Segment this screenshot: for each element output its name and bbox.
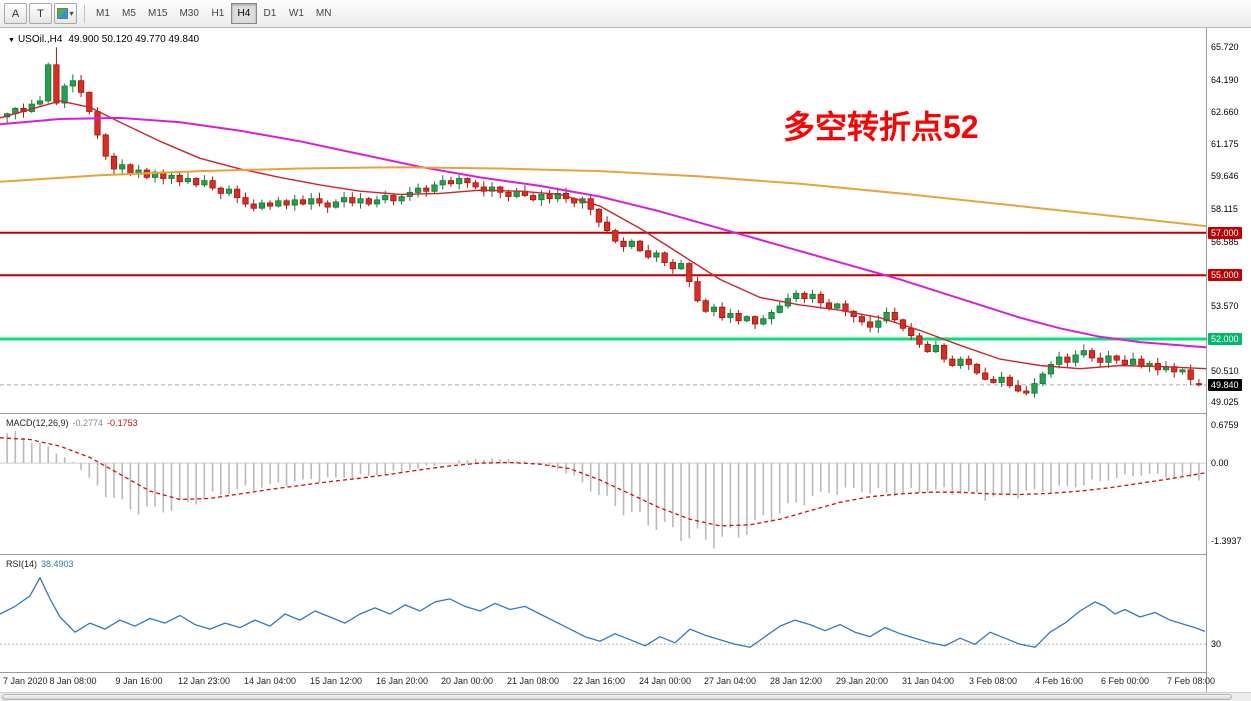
time-axis-label: 14 Jan 04:00	[243, 676, 297, 686]
palette-icon	[57, 8, 69, 19]
time-axis-label: 16 Jan 20:00	[375, 676, 429, 686]
timeframe-d1-button[interactable]: D1	[257, 3, 283, 24]
price-axis[interactable]: 65.720 64.190 62.660 61.175 59.646 58.115 56.5…	[1207, 28, 1251, 692]
time-axis-label: 7 Jan 2020	[3, 676, 48, 686]
timeframe-m1-button[interactable]: M1	[90, 3, 116, 24]
horizontal-scrollbar[interactable]	[0, 692, 1251, 701]
price-axis-label: 53.570	[1211, 301, 1239, 311]
time-axis-label: 3 Feb 08:00	[968, 676, 1018, 686]
rsi-indicator-label: RSI(14) 38.4903	[6, 559, 74, 569]
time-axis[interactable]: 7 Jan 2020 8 Jan 08:00 9 Jan 16:00 12 Jan 2…	[0, 673, 1251, 691]
time-axis-label: 9 Jan 16:00	[115, 676, 163, 686]
time-axis-label: 24 Jan 00:00	[638, 676, 692, 686]
macd-label-text: MACD(12,26,9)	[6, 418, 69, 428]
ma-slow-line	[0, 166, 1207, 228]
timeframe-h4-button[interactable]: H4	[230, 3, 257, 24]
style-dropdown-button[interactable]: ▾	[54, 3, 77, 24]
symbol-dropdown-icon[interactable]: ▼	[8, 37, 15, 44]
price-axis-label: 64.190	[1211, 75, 1239, 85]
macd-histogram	[6, 430, 1200, 549]
rsi-value: 38.4903	[41, 559, 74, 569]
time-axis-label: 29 Jan 20:00	[835, 676, 889, 686]
macd-main-value: -0.2774	[72, 418, 104, 428]
price-chart-pane[interactable]	[0, 28, 1207, 413]
macd-signal-line	[0, 437, 1206, 527]
rsi-axis-label: 30	[1211, 639, 1222, 649]
time-axis-label: 12 Jan 23:00	[177, 676, 231, 686]
chart-annotation-text[interactable]: 多空转折点52	[783, 109, 979, 145]
price-axis-label: 62.660	[1211, 107, 1239, 117]
pane-separator[interactable]	[0, 413, 1251, 414]
caret-down-icon: ▾	[69, 9, 74, 18]
timeframe-mn-button[interactable]: MN	[310, 3, 338, 24]
price-axis-label: 59.646	[1211, 171, 1239, 181]
symbol-title: USOil.,H4	[17, 34, 63, 45]
price-badge: 52.000	[1208, 333, 1242, 345]
chart-header: ▼ USOil.,H4 49.900 50.120 49.770 49.840	[8, 34, 199, 45]
time-axis-label: 27 Jan 04:00	[703, 676, 757, 686]
scrollbar-thumb[interactable]	[2, 694, 1232, 700]
time-axis-label: 20 Jan 00:00	[440, 676, 494, 686]
price-badge: 55.000	[1208, 269, 1242, 281]
price-badge: 57.000	[1208, 227, 1242, 239]
ma-fast-line	[0, 100, 1207, 370]
candles-layer	[4, 47, 1202, 398]
time-axis-label: 28 Jan 12:00	[769, 676, 823, 686]
rsi-line	[0, 577, 1206, 648]
support-resistance-lines[interactable]	[0, 231, 1207, 341]
main-toolbar: A T ▾ M1 M5 M15 M30 H1 H4 D1 W1 MN	[0, 0, 1251, 28]
rsi-pane[interactable]	[0, 555, 1207, 672]
time-axis-label: 6 Feb 00:00	[1100, 676, 1150, 686]
pane-separator[interactable]	[0, 554, 1251, 555]
macd-signal-value: -0.1753	[107, 418, 138, 428]
pointer-tool-button[interactable]: A	[4, 3, 27, 24]
time-axis-label: 7 Feb 08:00	[1166, 676, 1216, 686]
macd-indicator-label: MACD(12,26,9) -0.2774 -0.1753	[6, 418, 138, 428]
price-axis-label: 58.115	[1211, 204, 1238, 214]
price-axis-label: 61.175	[1211, 139, 1239, 149]
axis-separator	[1206, 28, 1207, 692]
time-axis-label: 8 Jan 08:00	[49, 676, 97, 686]
time-axis-label: 15 Jan 12:00	[309, 676, 363, 686]
price-axis-label: 56.585	[1211, 237, 1239, 247]
price-axis-label: 65.720	[1211, 42, 1239, 52]
time-axis-label: 22 Jan 16:00	[572, 676, 626, 686]
price-axis-label: 50.510	[1211, 366, 1239, 376]
timeframe-m30-button[interactable]: M30	[173, 3, 204, 24]
price-badge: 49.840	[1208, 379, 1242, 391]
timeframe-m5-button[interactable]: M5	[116, 3, 142, 24]
time-axis-label: 4 Feb 16:00	[1034, 676, 1084, 686]
rsi-label-text: RSI(14)	[6, 559, 38, 569]
ohlc-values: 49.900 50.120 49.770 49.840	[68, 34, 200, 45]
time-axis-label: 31 Jan 04:00	[901, 676, 955, 686]
pane-separator	[0, 672, 1251, 673]
text-tool-button[interactable]: T	[29, 3, 52, 24]
macd-axis-label: -1.3937	[1211, 536, 1242, 546]
ma-mid-line	[0, 116, 1207, 349]
macd-axis-label: 0.00	[1211, 458, 1229, 468]
price-axis-label: 49.025	[1211, 397, 1239, 407]
time-axis-label: 21 Jan 08:00	[506, 676, 560, 686]
macd-pane[interactable]	[0, 414, 1207, 554]
toolbar-separator	[84, 4, 85, 23]
macd-axis-label: 0.6759	[1211, 420, 1239, 430]
timeframe-w1-button[interactable]: W1	[283, 3, 310, 24]
timeframe-h1-button[interactable]: H1	[205, 3, 231, 24]
timeframe-m15-button[interactable]: M15	[142, 3, 173, 24]
